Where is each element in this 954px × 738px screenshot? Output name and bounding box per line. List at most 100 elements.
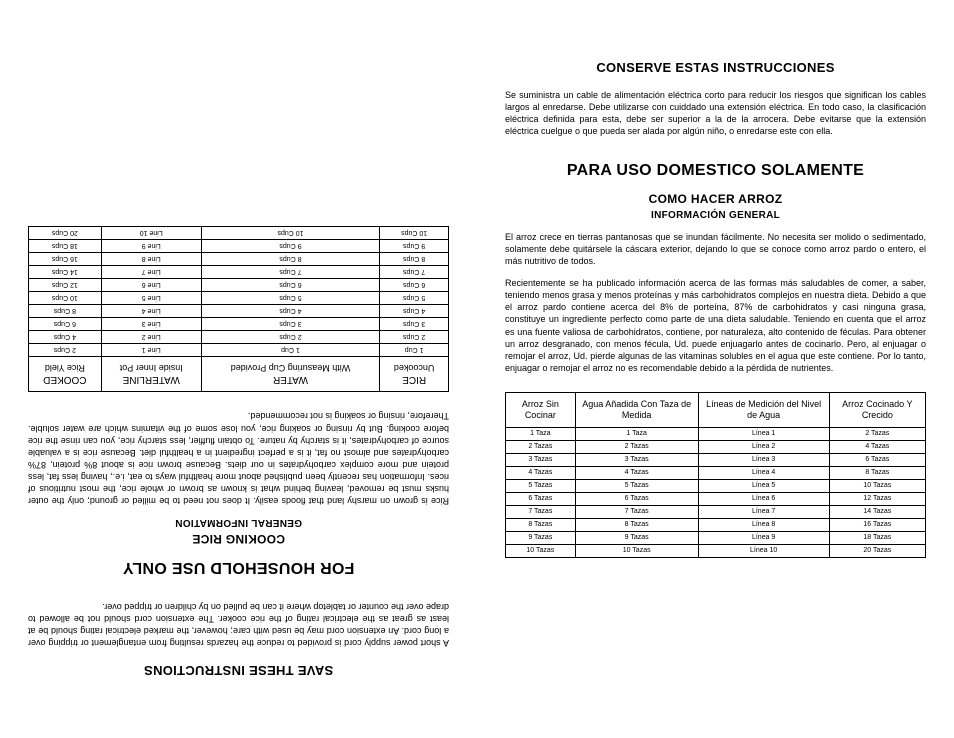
table-cell: Line 6 [101,278,201,291]
table-cell: 7 Cups [201,265,380,278]
table-cell: 2 Tazas [829,427,925,440]
table-row: 9 Tazas9 TazasLínea 918 Tazas [506,531,926,544]
table-cell: Line 5 [101,291,201,304]
table-cell: Línea 4 [698,466,829,479]
table-cell: Line 10 [101,226,201,239]
table-cell: 10 Tazas [829,479,925,492]
table-row: 8 Tazas8 TazasLínea 816 Tazas [506,518,926,531]
right-title-domestico: PARA USO DOMESTICO SOLAMENTE [505,162,926,180]
table-cell: 5 Cups [380,291,449,304]
table-row: 7 Cups7 CupsLine 714 Cups [29,265,449,278]
table-cell: 2 Cups [380,330,449,343]
table-header: WATERWith Measuring Cup Provided [201,356,380,392]
left-page: SAVE THESE INSTRUCTIONS A short power su… [0,0,477,738]
table-cell: Line 8 [101,252,201,265]
table-header: Líneas de Medición del Nivel de Agua [698,393,829,428]
table-cell: 1 Cup [201,343,380,356]
table-row: 6 Tazas6 TazasLínea 612 Tazas [506,492,926,505]
table-cell: 14 Tazas [829,505,925,518]
table-cell: 1 Taza [506,427,576,440]
left-title-general: GENERAL INFORMATION [28,517,449,528]
table-cell: Línea 5 [698,479,829,492]
table-cell: 4 Cups [380,304,449,317]
table-cell: 7 Cups [380,265,449,278]
table-cell: Línea 9 [698,531,829,544]
left-para-rice: Rice is grown on marshy land that floods… [28,410,449,507]
table-cell: 7 Tazas [506,505,576,518]
table-cell: 18 Cups [29,239,102,252]
table-row: 5 Tazas5 TazasLínea 510 Tazas [506,479,926,492]
table-cell: 3 Tazas [506,453,576,466]
table-cell: 9 Tazas [506,531,576,544]
table-cell: Línea 1 [698,427,829,440]
table-cell: 2 Tazas [575,440,698,453]
table-cell: 4 Tazas [829,440,925,453]
table-row: 7 Tazas7 TazasLínea 714 Tazas [506,505,926,518]
table-cell: 20 Tazas [829,544,925,557]
table-header: Arroz Cocinado Y Crecido [829,393,925,428]
table-cell: Line 3 [101,317,201,330]
table-row: 9 Cups9 CupsLine 918 Cups [29,239,449,252]
table-cell: 8 Cups [29,304,102,317]
table-cell: Line 1 [101,343,201,356]
table-cell: Line 7 [101,265,201,278]
table-cell: Línea 7 [698,505,829,518]
table-header: RICEUncooked [380,356,449,392]
table-row: 5 Cups5 CupsLine 510 Cups [29,291,449,304]
table-cell: 16 Cups [29,252,102,265]
table-cell: 10 Cups [380,226,449,239]
table-cell: Línea 10 [698,544,829,557]
table-cell: 9 Cups [201,239,380,252]
table-cell: 2 Cups [29,343,102,356]
table-cell: 4 Cups [29,330,102,343]
table-header-row: RICEUncooked WATERWith Measuring Cup Pro… [29,356,449,392]
table-cell: 18 Tazas [829,531,925,544]
table-cell: Línea 2 [698,440,829,453]
table-cell: 1 Cup [380,343,449,356]
table-row: 10 Tazas10 TazasLínea 1020 Tazas [506,544,926,557]
table-cell: 3 Cups [380,317,449,330]
table-cell: 8 Cups [201,252,380,265]
table-cell: 6 Cups [380,278,449,291]
table-cell: 4 Tazas [506,466,576,479]
table-cell: 12 Tazas [829,492,925,505]
table-cell: 2 Tazas [506,440,576,453]
table-cell: 5 Tazas [506,479,576,492]
table-header: WATERLINEInside Inner Pot [101,356,201,392]
left-table: RICEUncooked WATERWith Measuring Cup Pro… [28,226,449,393]
table-cell: 7 Tazas [575,505,698,518]
table-cell: 4 Tazas [575,466,698,479]
table-row: 2 Cups2 CupsLine 24 Cups [29,330,449,343]
right-table: Arroz Sin Cocinar Agua Añadida Con Taza … [505,392,926,558]
table-row: 1 Taza1 TazaLínea 12 Tazas [506,427,926,440]
table-header: Arroz Sin Cocinar [506,393,576,428]
table-cell: 8 Tazas [506,518,576,531]
table-row: 3 Tazas3 TazasLínea 36 Tazas [506,453,926,466]
table-cell: 10 Tazas [575,544,698,557]
table-cell: 2 Cups [201,330,380,343]
right-para-reciente: Recientemente se ha publicado informació… [505,277,926,374]
table-cell: 20 Cups [29,226,102,239]
right-para-crece: El arroz crece en tierras pantanosas que… [505,231,926,267]
table-row: 1 Cup1 CupLine 12 Cups [29,343,449,356]
table-cell: 3 Cups [201,317,380,330]
table-cell: Line 2 [101,330,201,343]
left-title-cooking: COOKING RICE [28,532,449,546]
table-header: COOKEDRice Yield [29,356,102,392]
table-cell: Línea 8 [698,518,829,531]
table-cell: 6 Tazas [506,492,576,505]
table-cell: Line 4 [101,304,201,317]
table-cell: 6 Cups [29,317,102,330]
left-title-save: SAVE THESE INSTRUCTIONS [28,663,449,678]
table-cell: 10 Cups [29,291,102,304]
table-cell: 8 Tazas [575,518,698,531]
table-cell: 5 Tazas [575,479,698,492]
right-page: CONSERVE ESTAS INSTRUCCIONES Se suminist… [477,0,954,738]
table-cell: 1 Taza [575,427,698,440]
table-cell: 6 Tazas [829,453,925,466]
table-header: Agua Añadida Con Taza de Medida [575,393,698,428]
table-row: 8 Cups8 CupsLine 816 Cups [29,252,449,265]
table-cell: 6 Cups [201,278,380,291]
table-cell: 16 Tazas [829,518,925,531]
table-cell: 5 Cups [201,291,380,304]
